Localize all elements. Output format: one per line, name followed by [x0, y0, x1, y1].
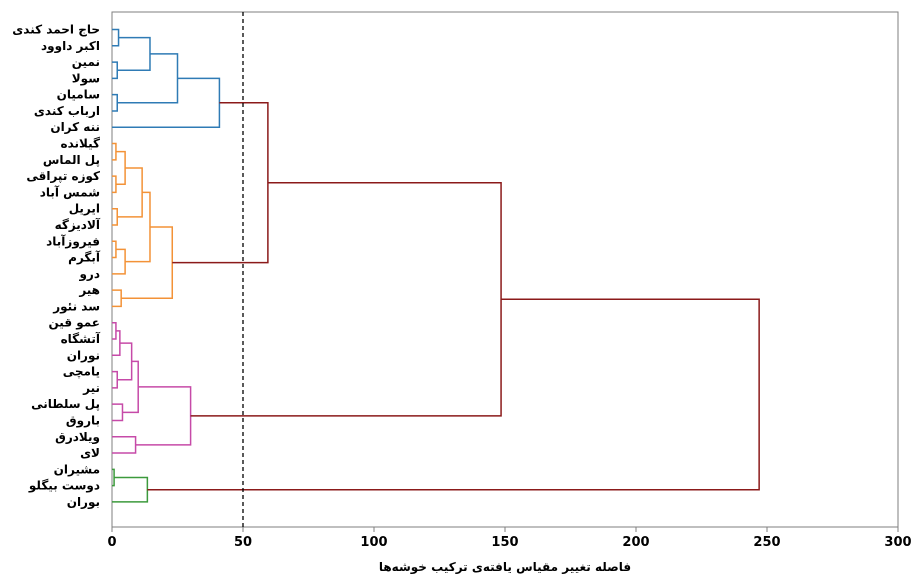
dendrogram-link	[147, 298, 760, 491]
dendrogram-links	[112, 28, 760, 503]
x-axis-title: فاصله تغییر مقیاس یافته‌ی ترکیب خوشه‌ها	[379, 560, 631, 575]
leaf-label: یامچی	[63, 365, 100, 379]
leaf-label: سامیان	[57, 88, 100, 102]
x-tick-label: 300	[884, 535, 911, 550]
leaf-label: بوران	[67, 495, 100, 510]
x-tick-label: 150	[491, 535, 518, 550]
leaf-label: لای	[80, 446, 100, 460]
leaf-label: آتشگاه	[61, 331, 101, 346]
leaf-label: ویلادرق	[55, 430, 100, 445]
leaf-label: کوزه تپراقی	[26, 169, 100, 184]
leaf-label: پل سلطانی	[31, 397, 100, 411]
leaf-label: حاج احمد کندی	[12, 23, 100, 37]
leaf-label: نمین	[72, 55, 100, 69]
leaf-label: نیر	[82, 381, 100, 395]
leaf-label: هیر	[78, 283, 100, 297]
leaf-label: درو	[78, 267, 100, 282]
leaf-label: شمس آباد	[40, 184, 100, 199]
leaf-label: گیلانده	[60, 137, 100, 151]
x-tick-label: 0	[107, 535, 116, 550]
leaf-label: سولا	[72, 71, 100, 86]
leaf-label: دوست بیگلو	[28, 479, 100, 494]
x-axis-ticks: 0 50 100 150 200 250 300	[107, 527, 912, 550]
x-tick-label: 250	[753, 535, 780, 550]
plot-area-frame	[111, 11, 899, 528]
leaf-label: آلادیزگه	[55, 217, 101, 232]
leaf-label: ارباب کندی	[34, 104, 100, 118]
leaf-label: نوران	[67, 348, 100, 363]
leaf-label: پل الماس	[43, 153, 100, 167]
leaf-label: باروق	[66, 413, 100, 428]
leaf-label: ایریل	[69, 202, 100, 216]
x-tick-label: 50	[234, 535, 252, 550]
leaf-label: اکبر داوود	[41, 39, 100, 54]
x-tick-label: 100	[360, 535, 387, 550]
leaf-label: فیروزآباد	[46, 233, 100, 249]
leaf-label: ننه کران	[50, 120, 100, 134]
leaf-label: آبگرم	[68, 250, 101, 266]
leaf-label: مشیران	[54, 462, 100, 476]
leaf-label: سد نئور	[52, 299, 100, 314]
x-tick-label: 200	[622, 535, 649, 550]
leaf-label: عمو قین	[49, 316, 101, 331]
